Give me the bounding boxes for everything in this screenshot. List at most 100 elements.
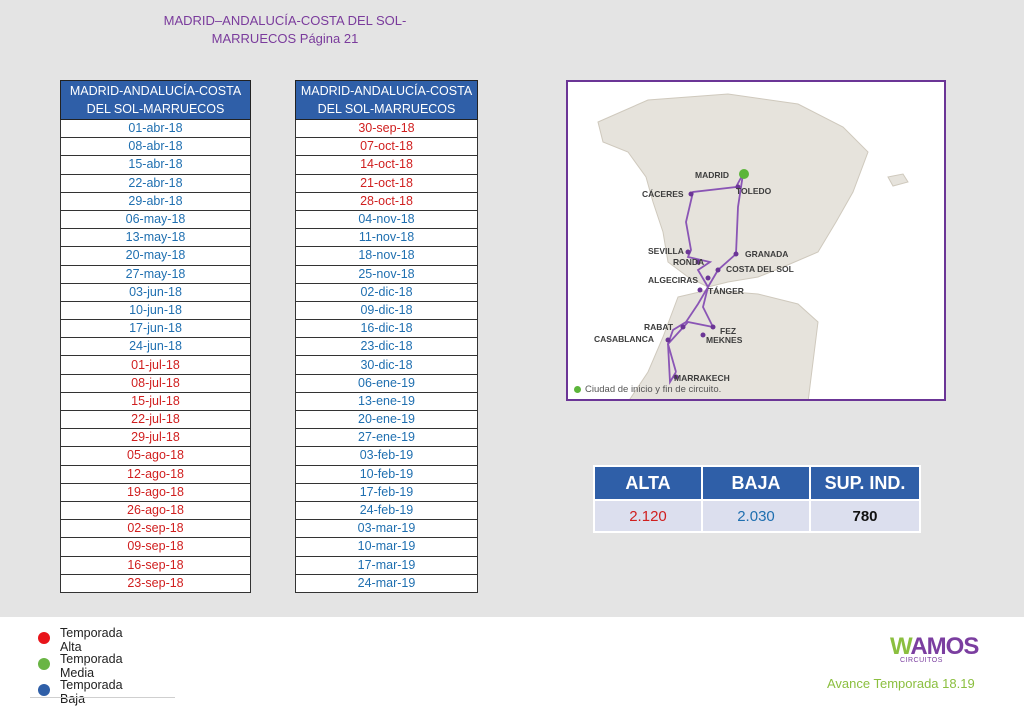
table-row: 29-jul-18 — [60, 428, 251, 448]
table-row: 16-sep-18 — [60, 555, 251, 575]
departure-date: 17-feb-19 — [295, 482, 478, 502]
departure-date: 15-jul-18 — [60, 391, 251, 412]
departure-date: 01-jul-18 — [60, 355, 251, 375]
departure-date: 29-jul-18 — [60, 428, 251, 448]
city-costa: COSTA DEL SOL — [726, 264, 794, 274]
departure-date: 09-sep-18 — [60, 537, 251, 557]
departure-date: 05-ago-18 — [60, 446, 251, 466]
table-row: 18-nov-18 — [295, 246, 478, 266]
table-row: 23-dic-18 — [295, 337, 478, 357]
table-row: 13-may-18 — [60, 228, 251, 248]
stop-marrakech — [673, 374, 679, 380]
table-row: 15-abr-18 — [60, 155, 251, 175]
table-row: 01-jul-18 — [60, 355, 251, 375]
departure-date: 15-abr-18 — [60, 155, 251, 175]
departure-date: 10-jun-18 — [60, 300, 251, 321]
table-row: 28-oct-18 — [295, 191, 478, 211]
title-line-1: MADRID–ANDALUCÍA-COSTA DEL SOL- — [163, 13, 407, 28]
table-row: 04-nov-18 — [295, 209, 478, 230]
stop-caceres — [688, 191, 694, 197]
iberia-landmass — [597, 93, 869, 288]
logo-subtitle: CIRCUITOS — [900, 657, 943, 664]
table-row: 14-oct-18 — [295, 155, 478, 175]
departure-date: 24-mar-19 — [295, 573, 478, 593]
table-row: 12-ago-18 — [60, 464, 251, 484]
route-map: MADRID TOLEDO CÁCERES SEVILLA RONDA GRAN… — [566, 80, 946, 401]
season-footer: Avance Temporada 18.19 — [827, 676, 975, 691]
table-row: 20-ene-19 — [295, 409, 478, 430]
stop-sevilla — [685, 249, 691, 255]
departure-date: 10-feb-19 — [295, 464, 478, 484]
departure-date: 09-dic-18 — [295, 300, 478, 321]
stop-algeciras — [705, 275, 711, 281]
table-row: 09-sep-18 — [60, 537, 251, 557]
departure-date: 18-nov-18 — [295, 246, 478, 266]
table-header: MADRID-ANDALUCÍA-COSTA DEL SOL-MARRUECOS — [295, 80, 478, 120]
title-line-2: MARRUECOS Página 21 — [211, 31, 359, 46]
table-row: 06-may-18 — [60, 209, 251, 230]
departure-date: 27-ene-19 — [295, 428, 478, 448]
stop-casablanca — [665, 337, 671, 343]
table-row: 27-may-18 — [60, 264, 251, 284]
departure-date: 01-abr-18 — [60, 118, 251, 139]
table-header: MADRID-ANDALUCÍA-COSTA DEL SOL-MARRUECOS — [60, 80, 251, 120]
start-dot-icon — [574, 385, 581, 393]
departure-date: 25-nov-18 — [295, 264, 478, 284]
departure-date: 24-feb-19 — [295, 500, 478, 521]
balearic-island — [887, 173, 909, 187]
table-row: 24-feb-19 — [295, 500, 478, 521]
morocco-landmass — [629, 289, 819, 399]
departure-date: 23-dic-18 — [295, 337, 478, 357]
city-casablanca: CASABLANCA — [594, 334, 654, 344]
city-fez: FEZ — [720, 326, 737, 336]
table-row: 08-abr-18 — [60, 137, 251, 157]
table-row: 10-mar-19 — [295, 537, 478, 557]
city-caceres: CÁCERES — [642, 189, 684, 199]
departure-date: 30-dic-18 — [295, 355, 478, 375]
departure-date: 17-mar-19 — [295, 555, 478, 575]
start-madrid — [739, 169, 749, 179]
city-meknes: MEKNES — [706, 335, 743, 345]
table-row: 15-jul-18 — [60, 391, 251, 412]
departure-date: 10-mar-19 — [295, 537, 478, 557]
departure-date: 17-jun-18 — [60, 319, 251, 339]
stop-tanger — [697, 287, 703, 293]
page-title: MADRID–ANDALUCÍA-COSTA DEL SOL- MARRUECO… — [150, 12, 420, 48]
table-row: 01-abr-18 — [60, 118, 251, 139]
table-row: 05-ago-18 — [60, 446, 251, 466]
stop-ronda — [695, 259, 701, 265]
stop-toledo — [735, 184, 741, 190]
departure-date: 23-sep-18 — [60, 573, 251, 593]
table-row: 07-oct-18 — [295, 137, 478, 157]
stop-costa — [715, 267, 721, 273]
departure-date: 11-nov-18 — [295, 228, 478, 248]
city-tanger: TÁNGER — [708, 286, 744, 296]
table-row: 22-abr-18 — [60, 173, 251, 193]
departure-date: 02-sep-18 — [60, 519, 251, 539]
map-legend: Ciudad de inicio y fin de circuito. — [574, 384, 721, 395]
table-row: 17-mar-19 — [295, 555, 478, 575]
table-row: 25-nov-18 — [295, 264, 478, 284]
departure-date: 14-oct-18 — [295, 155, 478, 175]
table-row: 03-mar-19 — [295, 519, 478, 539]
map-graphic — [597, 93, 909, 399]
departure-date: 02-dic-18 — [295, 282, 478, 302]
table-row: 26-ago-18 — [60, 500, 251, 521]
wamos-logo: WAMOS — [890, 633, 979, 660]
table-row: 20-may-18 — [60, 246, 251, 266]
departure-date: 22-jul-18 — [60, 409, 251, 430]
departure-date: 16-dic-18 — [295, 319, 478, 339]
departure-date: 27-may-18 — [60, 264, 251, 284]
departure-date: 03-mar-19 — [295, 519, 478, 539]
table-row: 30-dic-18 — [295, 355, 478, 375]
table-row: 13-ene-19 — [295, 391, 478, 412]
city-madrid: MADRID — [695, 170, 729, 180]
departure-date: 12-ago-18 — [60, 464, 251, 484]
table-row: 17-jun-18 — [60, 319, 251, 339]
departure-date: 07-oct-18 — [295, 137, 478, 157]
table-row: 10-feb-19 — [295, 464, 478, 484]
table-row: 23-sep-18 — [60, 573, 251, 593]
departure-date: 06-ene-19 — [295, 373, 478, 393]
price-baja: 2.030 — [701, 499, 811, 533]
price-header-sup: SUP. IND. — [809, 465, 921, 501]
